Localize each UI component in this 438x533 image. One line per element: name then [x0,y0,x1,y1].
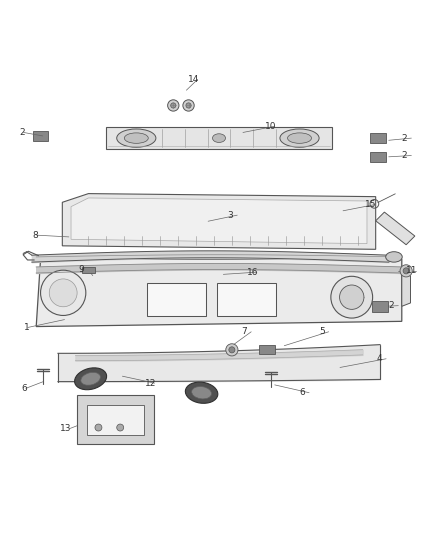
FancyBboxPatch shape [259,345,275,354]
Circle shape [403,268,409,274]
Ellipse shape [117,129,156,147]
Ellipse shape [81,373,100,385]
FancyBboxPatch shape [87,405,144,435]
Text: 13: 13 [60,424,72,433]
FancyBboxPatch shape [33,131,48,141]
Text: 3: 3 [228,211,233,220]
Polygon shape [62,193,376,249]
Text: 14: 14 [188,75,199,84]
Text: 2: 2 [402,151,407,160]
Circle shape [400,265,412,277]
FancyBboxPatch shape [217,283,276,316]
Text: 9: 9 [79,265,85,274]
FancyBboxPatch shape [147,283,206,316]
Text: 11: 11 [406,266,418,276]
Text: 15: 15 [365,200,376,209]
Text: 7: 7 [242,327,247,336]
FancyBboxPatch shape [370,151,386,162]
Ellipse shape [212,134,226,142]
FancyBboxPatch shape [372,301,388,312]
Circle shape [168,100,179,111]
Ellipse shape [185,382,218,403]
Text: 6: 6 [300,388,305,397]
Text: 2: 2 [402,134,407,143]
Polygon shape [36,259,402,327]
Circle shape [95,424,102,431]
Ellipse shape [192,386,212,399]
Text: 2: 2 [389,301,394,310]
Ellipse shape [386,252,402,262]
Polygon shape [106,127,332,149]
Ellipse shape [280,129,319,147]
Text: 5: 5 [319,327,325,336]
Text: 16: 16 [247,268,259,277]
Ellipse shape [288,133,311,143]
Circle shape [186,103,191,108]
Circle shape [226,344,238,356]
Polygon shape [402,272,410,306]
Circle shape [229,347,235,353]
Text: 1: 1 [24,323,30,332]
FancyBboxPatch shape [82,266,95,273]
Ellipse shape [124,133,148,143]
Text: 8: 8 [33,231,39,240]
Circle shape [339,285,364,309]
Circle shape [49,279,77,307]
Ellipse shape [74,368,106,390]
Text: 6: 6 [22,384,28,393]
FancyBboxPatch shape [370,133,386,143]
Circle shape [331,276,373,318]
Text: 4: 4 [377,354,382,364]
FancyBboxPatch shape [77,395,154,445]
Text: 2: 2 [20,128,25,137]
Polygon shape [71,198,367,244]
Polygon shape [376,212,415,245]
Text: 10: 10 [265,122,276,131]
Circle shape [117,424,124,431]
Circle shape [171,103,176,108]
Text: 12: 12 [145,378,156,387]
Circle shape [183,100,194,111]
Circle shape [41,270,86,316]
